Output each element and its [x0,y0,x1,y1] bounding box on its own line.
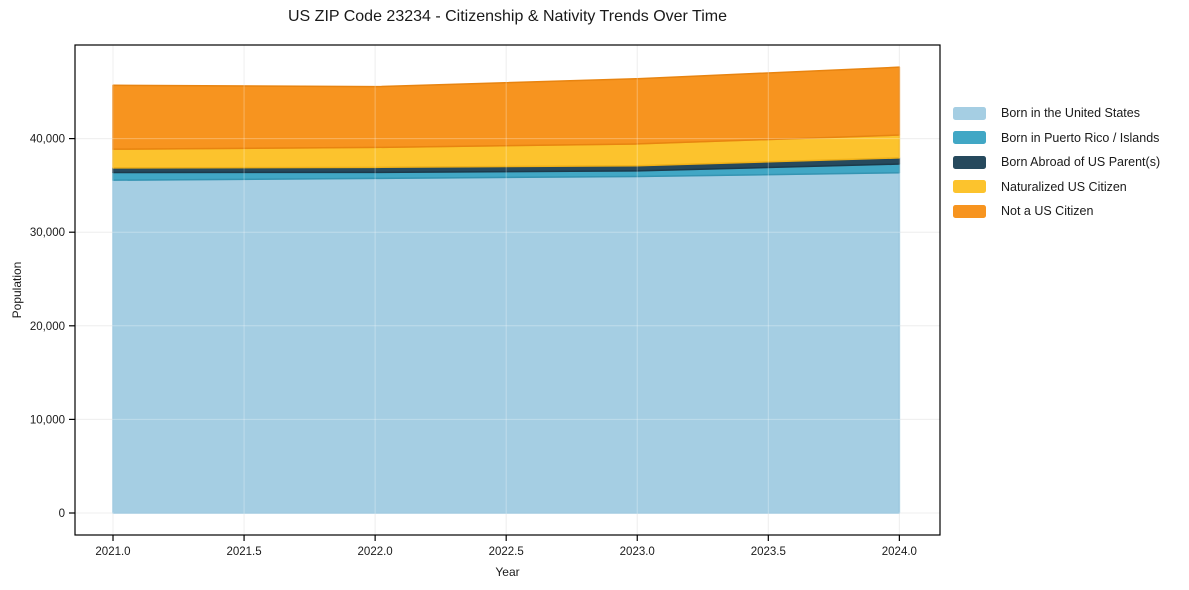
x-tick-label: 2024.0 [882,546,917,558]
legend-label-puerto-rico: Born in Puerto Rico / Islands [1001,130,1160,145]
y-tick-label: 20,000 [30,321,65,333]
x-tick-label: 2023.5 [751,546,786,558]
chart-title: US ZIP Code 23234 - Citizenship & Nativi… [288,8,727,25]
legend-swatch-not-citizen [953,204,986,218]
legend-label-born-abroad: Born Abroad of US Parent(s) [1001,155,1161,170]
y-axis-label: Population [10,261,24,319]
y-tick-label: 40,000 [30,134,65,146]
legend-label-not-citizen: Not a US Citizen [1001,204,1094,219]
y-tick-label: 30,000 [30,227,65,239]
legend-label-born-us: Born in the United States [1001,106,1140,121]
x-tick-label: 2022.5 [489,546,524,558]
x-axis-label: Year [495,565,520,579]
legend-item-puerto-rico: Born in Puerto Rico / Islands [953,126,1160,151]
legend-item-not-citizen: Not a US Citizen [953,199,1160,224]
legend-item-naturalized: Naturalized US Citizen [953,175,1160,200]
legend-swatch-puerto-rico [953,131,986,145]
legend-swatch-born-abroad [953,155,986,169]
y-tick-label: 10,000 [30,414,65,426]
x-tick-label: 2022.0 [358,546,393,558]
y-tick-label: 0 [59,508,65,520]
plot-border [74,44,941,536]
legend-item-born-abroad: Born Abroad of US Parent(s) [953,150,1160,175]
x-tick-label: 2021.0 [95,546,130,558]
legend-swatch-naturalized [953,180,986,194]
legend: Born in the United States Born in Puerto… [953,101,1160,224]
x-tick-label: 2021.5 [226,546,261,558]
x-tick-label: 2023.0 [620,546,655,558]
legend-swatch-born-us [953,106,986,120]
legend-item-born-us: Born in the United States [953,101,1160,126]
area-series-4 [112,66,901,150]
legend-label-naturalized: Naturalized US Citizen [1001,179,1127,194]
